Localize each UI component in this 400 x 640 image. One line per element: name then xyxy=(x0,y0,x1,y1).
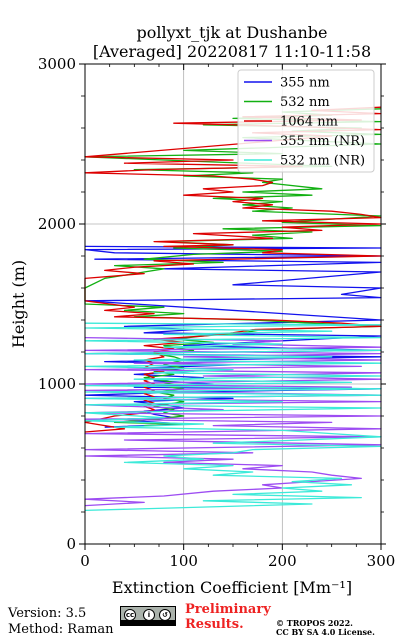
series-line-532-nm-nr xyxy=(84,322,382,512)
y-tick-label: 1000 xyxy=(38,375,76,393)
series-line-355-nm-nr xyxy=(84,336,382,507)
y-tick-label: 2000 xyxy=(38,215,76,233)
license-text: CC BY SA 4.0 License. xyxy=(276,627,375,637)
series-line-532-nm xyxy=(84,108,382,427)
extinction-profile-chart: pollyxt_tjk at Dushanbe [Averaged] 20220… xyxy=(9,23,396,597)
version-text: Version: 3.5 xyxy=(8,606,87,621)
preliminary-results-text: Preliminary Results. xyxy=(185,602,271,632)
legend-label: 532 nm xyxy=(280,95,330,110)
legend-label: 532 nm (NR) xyxy=(280,154,365,169)
legend-label: 355 nm (NR) xyxy=(280,134,365,149)
x-tick-label: 300 xyxy=(367,552,396,570)
x-tick-label: 0 xyxy=(80,552,90,570)
legend-label: 1064 nm xyxy=(280,115,338,130)
y-tick-label: 0 xyxy=(66,535,76,553)
legend-box xyxy=(237,69,375,173)
cc-by-sa-logo-icon: cc i ↺ xyxy=(120,606,176,626)
y-tick-label: 3000 xyxy=(38,55,76,73)
chart-subtitle: [Averaged] 20220817 11:10-11:58 xyxy=(93,42,371,61)
x-tick-label: 200 xyxy=(268,552,297,570)
x-tick-label: 100 xyxy=(169,552,198,570)
legend: 355 nm 532 nm 1064 nm 355 nm (NR) 532 nm (NR… xyxy=(237,69,375,173)
copyright-text: © TROPOS 2022. xyxy=(276,618,353,628)
copyright-notice: © TROPOS 2022. CC BY SA 4.0 License. xyxy=(276,619,375,637)
legend-label: 355 nm xyxy=(280,76,330,91)
x-axis-label: Extinction Coefficient [Mm⁻¹] xyxy=(112,578,352,597)
y-axis-label: Height (m) xyxy=(9,260,28,348)
method-text: Method: Raman xyxy=(8,622,114,637)
chart-title: pollyxt_tjk at Dushanbe xyxy=(136,23,327,42)
